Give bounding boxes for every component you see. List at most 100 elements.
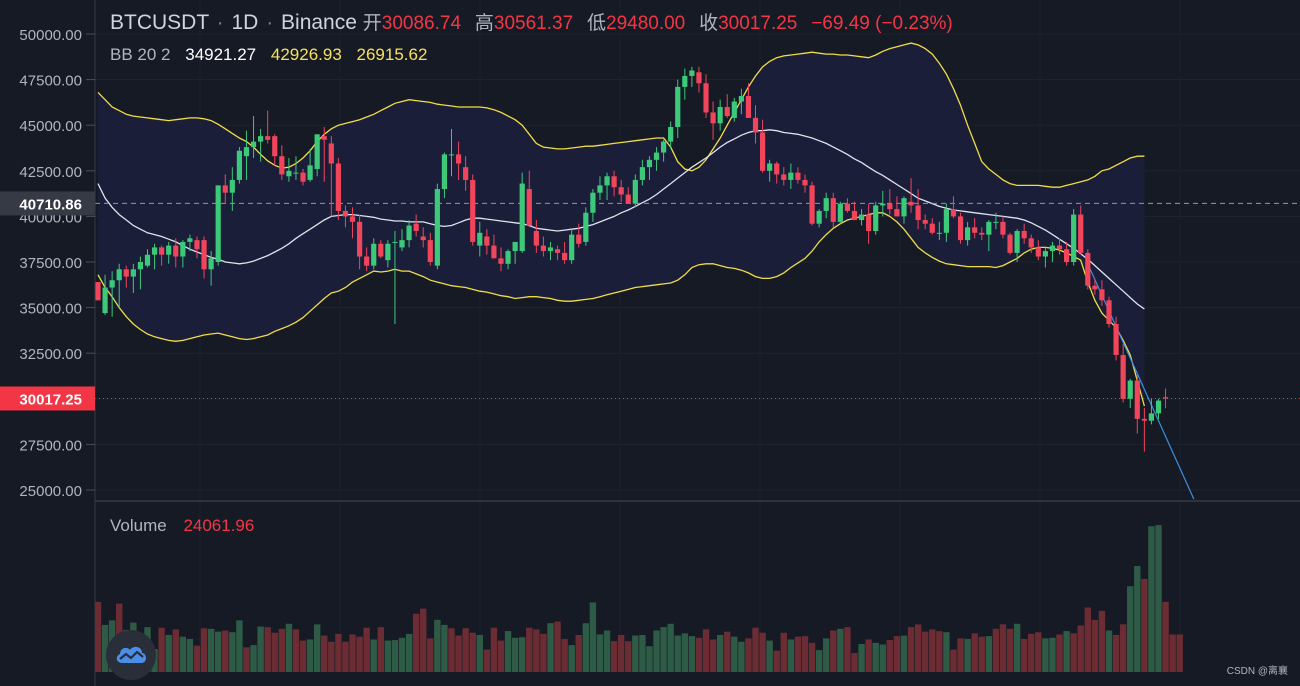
candle-body [173, 246, 178, 257]
candle-body [230, 180, 235, 193]
candle-body [576, 235, 581, 244]
open-value: 30086.74 [382, 13, 461, 34]
candle-body [746, 96, 751, 118]
volume-bar [816, 650, 822, 672]
candle-body [265, 136, 270, 140]
candle [1106, 297, 1111, 328]
candle-body [845, 204, 850, 211]
candle-body [237, 151, 242, 180]
candle-body [1022, 231, 1027, 238]
volume-bar [215, 632, 221, 672]
candle-body [505, 251, 510, 264]
volume-bar [618, 635, 624, 672]
volume-bar [1042, 638, 1048, 672]
volume-bar [1028, 634, 1034, 672]
tradingview-logo[interactable] [106, 630, 156, 680]
chart-background [0, 0, 1300, 686]
volume-bar [752, 628, 758, 672]
volume-bar [922, 632, 928, 672]
candle-body [809, 185, 814, 223]
volume-bar [837, 629, 843, 672]
candle-body [1149, 413, 1154, 420]
volume-bar [915, 624, 921, 672]
volume-bar [307, 639, 313, 672]
volume-bar [166, 635, 172, 672]
candle-body [951, 209, 956, 216]
volume-bar [399, 638, 405, 672]
candle-body [654, 153, 659, 160]
last-price-label: 30017.25 [19, 391, 82, 408]
volume-bar [936, 631, 942, 672]
symbol-name[interactable]: BTCUSDT [110, 11, 209, 34]
candle-body [272, 136, 277, 156]
candle-body [1092, 286, 1097, 290]
bollinger-name: BB 20 2 [110, 45, 171, 64]
candle-body [817, 211, 822, 224]
volume-bar [781, 633, 787, 672]
volume-bar [1177, 634, 1183, 672]
candle-body [696, 72, 701, 83]
volume-bar [279, 629, 285, 672]
candle-body [131, 269, 136, 276]
volume-bar [229, 632, 235, 672]
candle-body [406, 226, 411, 241]
bollinger-basis-value: 34921.27 [185, 45, 256, 64]
volume-bar [406, 634, 412, 672]
volume-bar [929, 629, 935, 672]
volume-bar [738, 642, 744, 672]
candle-body [102, 288, 107, 314]
candle-body [583, 213, 588, 242]
volume-bar [943, 632, 949, 672]
candle-body [965, 227, 970, 240]
candle-body [703, 83, 708, 112]
volume-bar [1169, 634, 1175, 672]
candle-body [604, 176, 609, 185]
candle-body [1099, 289, 1104, 300]
volume-bar [335, 634, 341, 672]
volume-bar [427, 638, 433, 672]
volume-bar [420, 609, 426, 672]
candle-body [110, 280, 115, 287]
candle-body [802, 180, 807, 185]
candle-body [145, 255, 150, 266]
candle-body [647, 160, 652, 167]
candle-body [308, 165, 313, 180]
candle [873, 202, 878, 235]
candle-body [1007, 235, 1012, 253]
volume-bar [809, 643, 815, 672]
volume-bar [540, 634, 546, 672]
candle [237, 147, 242, 183]
candle-body [428, 240, 433, 262]
candle-body [1071, 215, 1076, 262]
candle-body [435, 189, 440, 266]
volume-bar [477, 635, 483, 672]
volume-bar [95, 602, 101, 672]
candle-body [930, 224, 935, 233]
volume-bar [759, 633, 765, 672]
volume-bar [533, 629, 539, 672]
bollinger-legend[interactable]: BB 20 2 34921.27 42926.93 26915.62 [110, 45, 437, 65]
candle-body [852, 211, 857, 220]
low-value: 29480.00 [606, 13, 685, 34]
volume-bar [208, 629, 214, 672]
volume-bar [717, 635, 723, 672]
candle-body [286, 171, 291, 176]
volume-bar [823, 638, 829, 672]
interval-label[interactable]: 1D [231, 11, 258, 34]
volume-bar [484, 650, 490, 672]
candle-body [626, 195, 631, 204]
volume-bar [201, 628, 207, 672]
volume-bar [731, 637, 737, 672]
volume-bar [1162, 602, 1168, 672]
volume-bar [462, 628, 468, 672]
candle-body [937, 233, 942, 234]
volume-bar [851, 653, 857, 672]
low-label: 低 [587, 13, 606, 34]
volume-bar [250, 645, 256, 672]
volume-bar [1092, 620, 1098, 672]
candle-body [300, 173, 305, 182]
candle [1007, 233, 1012, 255]
volume-legend[interactable]: Volume 24061.96 [110, 516, 254, 536]
candle-body [513, 242, 518, 251]
volume-bar [314, 624, 320, 672]
